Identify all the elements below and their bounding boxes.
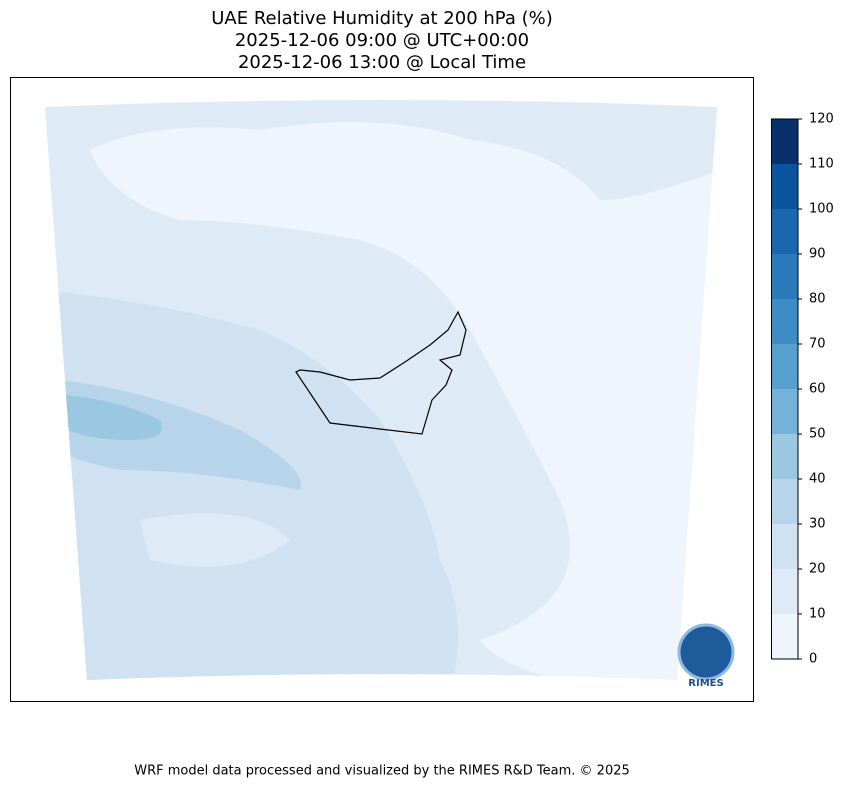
colorbar-tick-label: 50 xyxy=(809,427,826,442)
logo: RIMES xyxy=(677,623,735,689)
colorbar-tick-label: 110 xyxy=(809,157,834,172)
colorbar-bin xyxy=(771,524,798,569)
colorbar-bin xyxy=(771,569,798,614)
colorbar-bin xyxy=(771,254,798,299)
humidity-zone xyxy=(140,513,290,567)
colorbar-bin xyxy=(771,434,798,479)
map-frame xyxy=(10,77,754,702)
title-line: 2025-12-06 13:00 @ Local Time xyxy=(238,52,526,73)
humidity-zone xyxy=(90,122,717,680)
colorbar-bin xyxy=(771,119,798,164)
humidity-zone xyxy=(65,395,162,440)
colorbar-tick-label: 40 xyxy=(809,472,826,487)
colorbar-bin xyxy=(771,209,798,254)
logo-emblem xyxy=(677,623,735,681)
colorbar-bin xyxy=(771,389,798,434)
colorbar: 0 10 20 30 40 50 60 70 80 90 100 110 120 xyxy=(771,112,834,667)
country-border xyxy=(295,310,467,435)
logo-text: RIMES xyxy=(688,678,723,689)
colorbar-bin xyxy=(771,344,798,389)
colorbar-bin xyxy=(771,479,798,524)
colorbar-bin xyxy=(771,299,798,344)
colorbar-tick-label: 0 xyxy=(809,652,817,667)
footer: WRF model data processed and visualized … xyxy=(134,764,630,779)
humidity-zone xyxy=(45,290,458,680)
colorbar-tick-label: 30 xyxy=(809,517,826,532)
title-line: 2025-12-06 09:00 @ UTC+00:00 xyxy=(235,30,529,51)
colorbar-bin xyxy=(771,164,798,209)
colorbar-tick-label: 20 xyxy=(809,562,826,577)
colorbar-tick-label: 70 xyxy=(809,337,826,352)
colorbar-tick-label: 10 xyxy=(809,607,826,622)
title-line: UAE Relative Humidity at 200 hPa (%) xyxy=(211,8,552,29)
map: RIMES xyxy=(10,77,754,702)
colorbar-tick-label: 120 xyxy=(809,112,834,127)
colorbar-tick-label: 100 xyxy=(809,202,834,217)
colorbar-tick-label: 60 xyxy=(809,382,826,397)
colorbar-tick-label: 90 xyxy=(809,247,826,262)
colorbar-tick-label: 80 xyxy=(809,292,826,307)
colorbar-bin xyxy=(771,614,798,659)
